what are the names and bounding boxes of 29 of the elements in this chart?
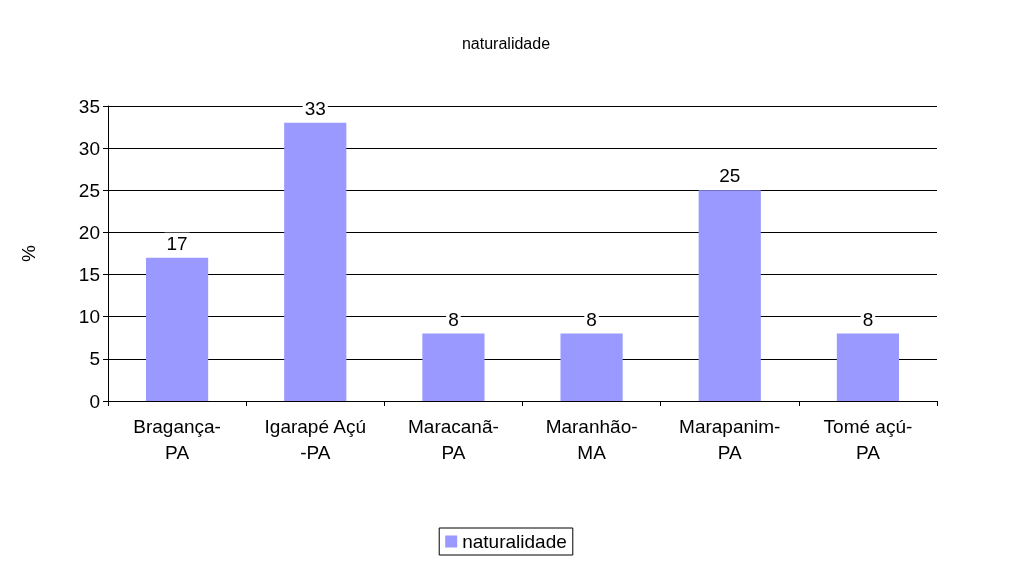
bar: [560, 333, 623, 401]
bar: [284, 122, 347, 401]
bar: [146, 257, 209, 401]
y-tick-label: 15: [78, 264, 100, 286]
y-tick-label: 30: [78, 137, 100, 159]
y-tick-label: 10: [78, 306, 100, 328]
data-label: 25: [719, 165, 741, 187]
y-tick-label: 20: [78, 221, 100, 243]
y-tick-label: 25: [78, 179, 100, 201]
data-label: 33: [304, 97, 326, 119]
x-tick-label: Maracanã- PA: [408, 415, 499, 463]
x-tick-label: Igarapé Açú -PA: [264, 415, 366, 463]
x-tick-label: Marapanim- PA: [679, 415, 781, 463]
bar: [836, 333, 899, 401]
x-tick-label: Bragança- PA: [133, 415, 221, 463]
chart-title: naturalidade: [461, 34, 551, 52]
x-tick-label: Tomé açú- PA: [823, 415, 913, 463]
bar: [422, 333, 485, 401]
y-axis-title: %: [18, 244, 39, 262]
legend-label: naturalidade: [462, 531, 567, 552]
data-label: 8: [448, 308, 459, 330]
y-tick-label: 35: [78, 95, 100, 117]
data-label: 8: [586, 308, 597, 330]
bar: [698, 190, 761, 401]
data-label: 17: [166, 232, 188, 254]
data-label: 8: [862, 308, 874, 330]
x-tick-label: Maranhão- MA: [545, 415, 638, 463]
y-tick-label: 5: [89, 348, 100, 370]
y-tick-label: 0: [89, 390, 100, 412]
